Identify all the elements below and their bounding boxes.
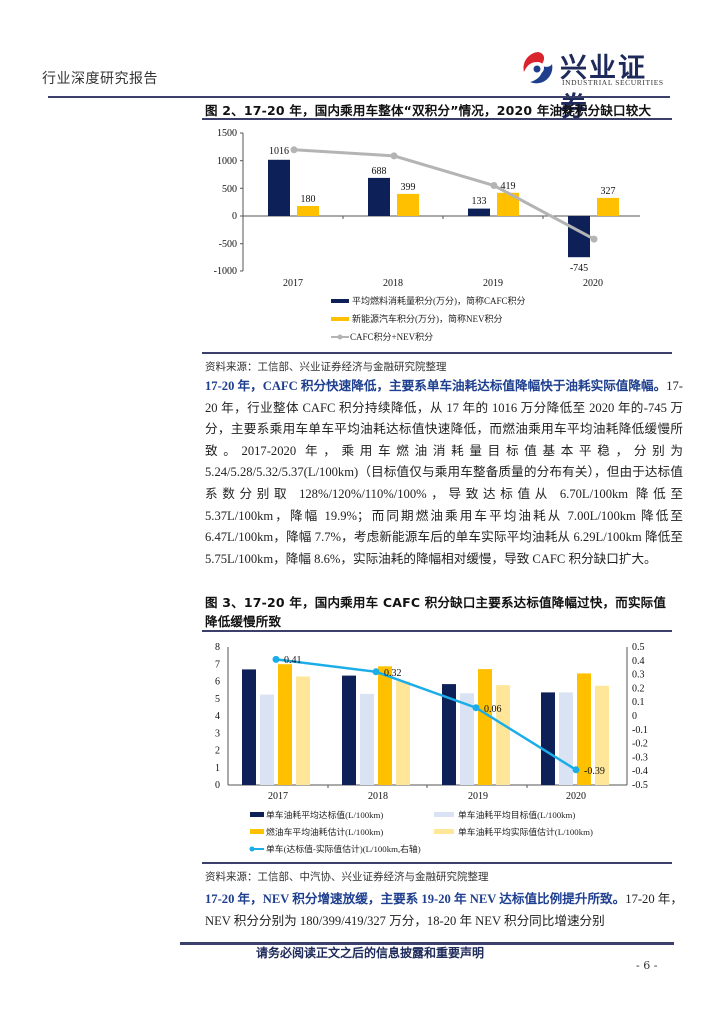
svg-text:0.32: 0.32 (384, 668, 402, 679)
svg-text:新能源汽车积分(万分)，简称NEV积分: 新能源汽车积分(万分)，简称NEV积分 (352, 313, 503, 324)
svg-text:0.41: 0.41 (284, 655, 302, 666)
svg-text:0.4: 0.4 (632, 656, 645, 667)
figure-3-title-underline (202, 630, 672, 632)
paragraph-nev-analysis: 17-20 年，NEV 积分增速放缓，主要系 19-20 年 NEV 达标值比例… (205, 889, 683, 933)
svg-text:单车油耗平均目标值(L/100km): 单车油耗平均目标值(L/100km) (458, 809, 575, 820)
chart-2-legend: 平均燃料消耗量积分(万分)，简称CAFC积分 新能源汽车积分(万分)，简称NEV… (331, 295, 526, 342)
chart-3-target-value-bars (260, 692, 573, 785)
svg-text:2019: 2019 (468, 791, 488, 802)
svg-text:单车油耗平均实际值估计(L/100km): 单车油耗平均实际值估计(L/100km) (458, 826, 593, 837)
svg-text:327: 327 (601, 186, 616, 197)
svg-text:2: 2 (215, 746, 220, 757)
svg-text:单车(达标值-实际值估计)(L/100km,右轴): 单车(达标值-实际值估计)(L/100km,右轴) (266, 843, 421, 854)
svg-text:-0.3: -0.3 (632, 752, 648, 763)
svg-text:2019: 2019 (483, 278, 503, 289)
chart-2-cafc-bars (268, 159, 590, 258)
svg-text:1500: 1500 (217, 128, 237, 139)
svg-text:0: 0 (632, 711, 637, 722)
svg-text:0: 0 (215, 780, 220, 791)
chart-3-actual-value-bars (296, 676, 609, 785)
figure-2-chart: 1500 1000 500 0 -500 -1000 1016 688 133 … (214, 128, 640, 342)
svg-text:0: 0 (232, 211, 237, 222)
svg-text:2020: 2020 (566, 791, 586, 802)
svg-text:CAFC积分+NEV积分: CAFC积分+NEV积分 (350, 331, 433, 342)
svg-text:688: 688 (372, 166, 387, 177)
chart-2-x-axis-labels: 2017 2018 2019 2020 (283, 278, 603, 289)
figure-2-source: 资料来源：工信部、兴业证券经济与金融研究院整理 (205, 361, 447, 373)
svg-text:2018: 2018 (368, 791, 388, 802)
svg-text:8: 8 (215, 642, 220, 653)
svg-text:133: 133 (472, 196, 487, 207)
chart-2-total-line (290, 146, 598, 243)
svg-text:-500: -500 (219, 239, 237, 250)
chart-3-x-axis-labels: 2017 2018 2019 2020 (268, 791, 586, 802)
svg-text:1016: 1016 (269, 146, 289, 157)
industrial-securities-logo-icon (522, 52, 554, 84)
figure-3-bottom-rule (202, 862, 672, 864)
svg-text:399: 399 (401, 182, 416, 193)
svg-text:2017: 2017 (283, 278, 303, 289)
svg-text:4: 4 (215, 711, 220, 722)
chart-2-y-axis: 1500 1000 500 0 -500 -1000 (214, 128, 244, 277)
svg-text:180: 180 (301, 194, 316, 205)
figure-3-title: 图 3、17-20 年，国内乘用车 CAFC 积分缺口主要系达标值降幅过快，而实… (205, 595, 667, 629)
svg-text:6: 6 (215, 677, 220, 688)
paragraph-1-lead: 17-20 年，CAFC 积分快速降低，主要系单车油耗达标值降幅快于油耗实际值降… (205, 379, 667, 393)
svg-text:0.3: 0.3 (632, 670, 645, 681)
figure-2-bottom-rule (202, 352, 672, 354)
paragraph-2-lead: 17-20 年，NEV 积分增速放缓，主要系 19-20 年 NEV 达标值比例… (205, 892, 626, 906)
svg-text:0.2: 0.2 (632, 683, 645, 694)
chart-3-line-labels: 0.41 0.32 0.06 -0.39 (284, 655, 605, 777)
svg-text:500: 500 (222, 184, 237, 195)
figure-3-chart: 8 7 6 5 4 3 2 1 0 0.5 0.4 0.3 0.2 0.1 0 … (215, 642, 648, 854)
footer-disclaimer: 请务必阅读正文之后的信息披露和重要声明 (256, 946, 485, 960)
svg-text:1: 1 (215, 763, 220, 774)
svg-text:0.1: 0.1 (632, 697, 645, 708)
figure-3-source: 资料来源：工信部、中汽协、兴业证券经济与金融研究院整理 (205, 871, 489, 883)
svg-text:2017: 2017 (268, 791, 288, 802)
svg-text:燃油车平均油耗估计(L/100km): 燃油车平均油耗估计(L/100km) (266, 826, 383, 837)
chart-3-left-y-axis: 8 7 6 5 4 3 2 1 0 (215, 642, 229, 791)
svg-text:0.5: 0.5 (632, 642, 645, 653)
chart-3-right-y-axis: 0.5 0.4 0.3 0.2 0.1 0 -0.1 -0.2 -0.3 -0.… (626, 642, 648, 791)
svg-text:1000: 1000 (217, 156, 237, 167)
svg-text:3: 3 (215, 729, 220, 740)
figure-2-title: 图 2、17-20 年，国内乘用车整体“双积分”情况，2020 年油耗积分缺口较… (205, 103, 652, 118)
chart-3-target-compliance-bars (242, 669, 555, 785)
svg-text:-0.4: -0.4 (632, 766, 648, 777)
page-number: - 6 - (636, 959, 658, 972)
paragraph-cafc-analysis: 17-20 年，CAFC 积分快速降低，主要系单车油耗达标值降幅快于油耗实际值降… (205, 376, 683, 570)
footer-divider (180, 942, 674, 945)
svg-text:-1000: -1000 (214, 266, 237, 277)
svg-text:5: 5 (215, 694, 220, 705)
svg-text:-0.39: -0.39 (584, 766, 605, 777)
header-divider (48, 96, 670, 98)
logo-english-name: INDUSTRIAL SECURITIES (562, 78, 664, 87)
report-type-label: 行业深度研究报告 (42, 71, 158, 87)
chart-3-gap-line (272, 655, 580, 774)
chart-3-fuel-car-bars (278, 664, 591, 785)
svg-text:平均燃料消耗量积分(万分)，简称CAFC积分: 平均燃料消耗量积分(万分)，简称CAFC积分 (352, 295, 526, 306)
paragraph-1-body: 17-20 年，行业整体 CAFC 积分持续降低，从 17 年的 1016 万分… (205, 379, 683, 566)
chart-3-legend: 单车油耗平均达标值(L/100km) 单车油耗平均目标值(L/100km) 燃油… (249, 809, 593, 854)
company-logo: 兴业证券 INDUSTRIAL SECURITIES (520, 46, 670, 123)
svg-text:-0.2: -0.2 (632, 739, 648, 750)
svg-text:0.06: 0.06 (484, 704, 502, 715)
svg-text:单车油耗平均达标值(L/100km): 单车油耗平均达标值(L/100km) (266, 809, 383, 820)
svg-text:-745: -745 (570, 263, 588, 274)
chart-2-data-labels: 1016 688 133 -745 180 399 419 327 (269, 146, 616, 274)
svg-text:-0.5: -0.5 (632, 780, 648, 791)
svg-text:2018: 2018 (383, 278, 403, 289)
paragraph-2-body: 17-20 年，NEV 积分分别为 180/399/419/327 万分，18-… (205, 892, 683, 928)
svg-text:419: 419 (501, 181, 516, 192)
figure-2-title-underline (202, 118, 672, 120)
chart-2-nev-bars (297, 192, 619, 216)
svg-text:2020: 2020 (583, 278, 603, 289)
svg-text:-0.1: -0.1 (632, 725, 648, 736)
svg-text:7: 7 (215, 660, 220, 671)
